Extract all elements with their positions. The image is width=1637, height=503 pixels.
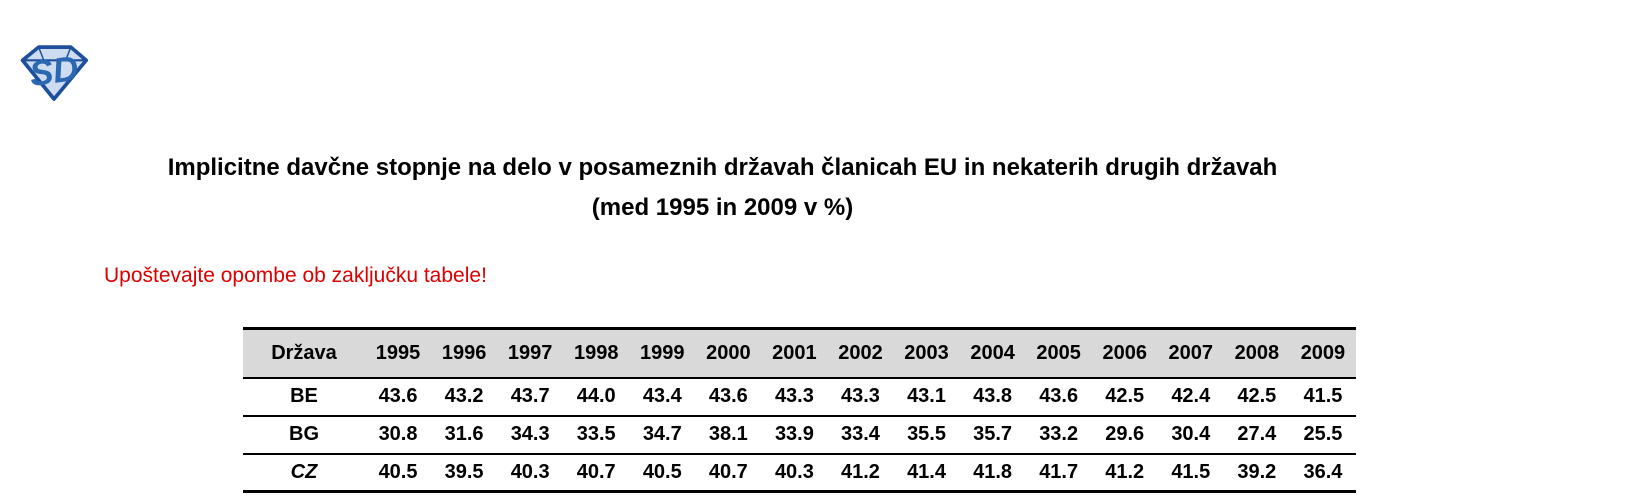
column-header-year: 2000 xyxy=(706,341,751,364)
value-cell: 35.5 xyxy=(907,423,946,445)
sd-diamond-logo: SD xyxy=(20,45,89,101)
value-cell: 30.8 xyxy=(378,423,418,445)
value-cell: 43.4 xyxy=(642,385,682,407)
value-cell: 38.1 xyxy=(708,423,748,445)
value-cell: 39.5 xyxy=(444,460,484,483)
column-header-year: 2007 xyxy=(1168,341,1214,364)
value-cell: 41.5 xyxy=(1171,460,1211,483)
table-row: CZ 40.5 39.5 40.3 40.7 40.5 40.7 40.3 41.2 41.4 41… xyxy=(243,453,1356,492)
value-cell: 43.2 xyxy=(444,385,484,407)
diamond-facet-left xyxy=(37,46,45,61)
value-cell: 42.4 xyxy=(1171,385,1211,407)
column-header-year: 2004 xyxy=(970,341,1015,364)
country-code: BG xyxy=(289,423,319,445)
page-title: Implicitne davčne stopnje na delo v posa… xyxy=(0,148,1445,228)
column-header-year: 1995 xyxy=(375,341,421,364)
value-cell: 43.8 xyxy=(973,385,1013,407)
tax-rates-table: Država 1995 1996 1997 1998 1999 2000 2001 2002 20… xyxy=(243,327,1356,493)
value-cell: 33.9 xyxy=(774,423,814,445)
value-cell: 36.4 xyxy=(1303,460,1343,483)
value-cell: 40.3 xyxy=(510,460,550,483)
page-title-line2: (med 1995 in 2009 v %) xyxy=(591,194,854,221)
value-cell: 43.6 xyxy=(1039,385,1079,407)
value-cell: 40.7 xyxy=(576,460,616,483)
column-header-year: 2006 xyxy=(1102,341,1147,364)
column-header-year: 1998 xyxy=(573,341,619,364)
note-text: Upoštevajte opombe ob zaključku tabele! xyxy=(104,264,487,287)
table-body: BE 43.6 43.2 43.7 44.0 43.4 43.6 43.3 43.3 43.1 43… xyxy=(243,377,1356,492)
value-cell: 34.7 xyxy=(642,423,682,445)
value-cell: 27.4 xyxy=(1237,423,1277,445)
value-cell: 43.3 xyxy=(774,385,814,407)
column-header-year: 2001 xyxy=(772,341,817,364)
value-cell: 40.7 xyxy=(708,460,748,483)
column-header-year: 2003 xyxy=(904,341,949,364)
column-header-country: Država xyxy=(271,341,337,364)
value-cell: 43.7 xyxy=(510,385,550,407)
value-cell: 40.5 xyxy=(642,460,682,483)
value-cell: 40.3 xyxy=(774,460,814,483)
column-header-year: 2002 xyxy=(838,341,883,364)
value-cell: 44.0 xyxy=(576,385,616,407)
country-code: CZ xyxy=(290,460,318,483)
value-cell: 35.7 xyxy=(973,423,1013,445)
country-code: BE xyxy=(290,385,318,407)
column-header-year: 1997 xyxy=(507,341,553,364)
value-cell: 33.4 xyxy=(841,423,880,445)
table-header-row: Država 1995 1996 1997 1998 1999 2000 2001 2002 20… xyxy=(243,328,1356,378)
value-cell: 39.2 xyxy=(1237,460,1277,483)
page-title-line1: Implicitne davčne stopnje na delo v posa… xyxy=(167,154,1278,181)
column-header-year: 2005 xyxy=(1036,341,1081,364)
diamond-facet-right xyxy=(65,46,72,61)
value-cell: 40.5 xyxy=(378,460,418,483)
column-header-year: 1996 xyxy=(441,341,487,364)
value-cell: 41.2 xyxy=(841,460,880,483)
logo-container: SD xyxy=(17,42,91,102)
value-cell: 31.6 xyxy=(444,423,484,445)
value-cell: 41.4 xyxy=(907,460,946,483)
column-header-year: 2008 xyxy=(1234,341,1280,364)
table-header: Država 1995 1996 1997 1998 1999 2000 2001 2002 20… xyxy=(243,328,1356,378)
value-cell: 29.6 xyxy=(1105,423,1145,445)
value-cell: 43.3 xyxy=(841,385,880,407)
value-cell: 42.5 xyxy=(1237,385,1277,407)
value-cell: 34.3 xyxy=(510,423,550,445)
value-cell: 25.5 xyxy=(1303,423,1343,445)
value-cell: 41.2 xyxy=(1105,460,1145,483)
column-header-year: 2009 xyxy=(1300,341,1346,364)
table-row: BG 30.8 31.6 34.3 33.5 34.7 38.1 33.9 33.4 35.5 35… xyxy=(243,415,1356,454)
value-cell: 41.8 xyxy=(973,460,1013,483)
value-cell: 43.6 xyxy=(708,385,748,407)
value-cell: 41.7 xyxy=(1039,460,1079,483)
column-header-year: 1999 xyxy=(640,341,685,364)
value-cell: 42.5 xyxy=(1105,385,1145,407)
value-cell: 43.6 xyxy=(378,385,418,407)
value-cell: 33.5 xyxy=(576,423,616,445)
table-row: BE 43.6 43.2 43.7 44.0 43.4 43.6 43.3 43.3 43.1 43… xyxy=(243,377,1356,416)
value-cell: 43.1 xyxy=(907,385,946,407)
logo-letters: SD xyxy=(27,49,81,94)
value-cell: 33.2 xyxy=(1039,423,1079,445)
value-cell: 30.4 xyxy=(1171,423,1211,445)
value-cell: 41.5 xyxy=(1303,385,1343,407)
